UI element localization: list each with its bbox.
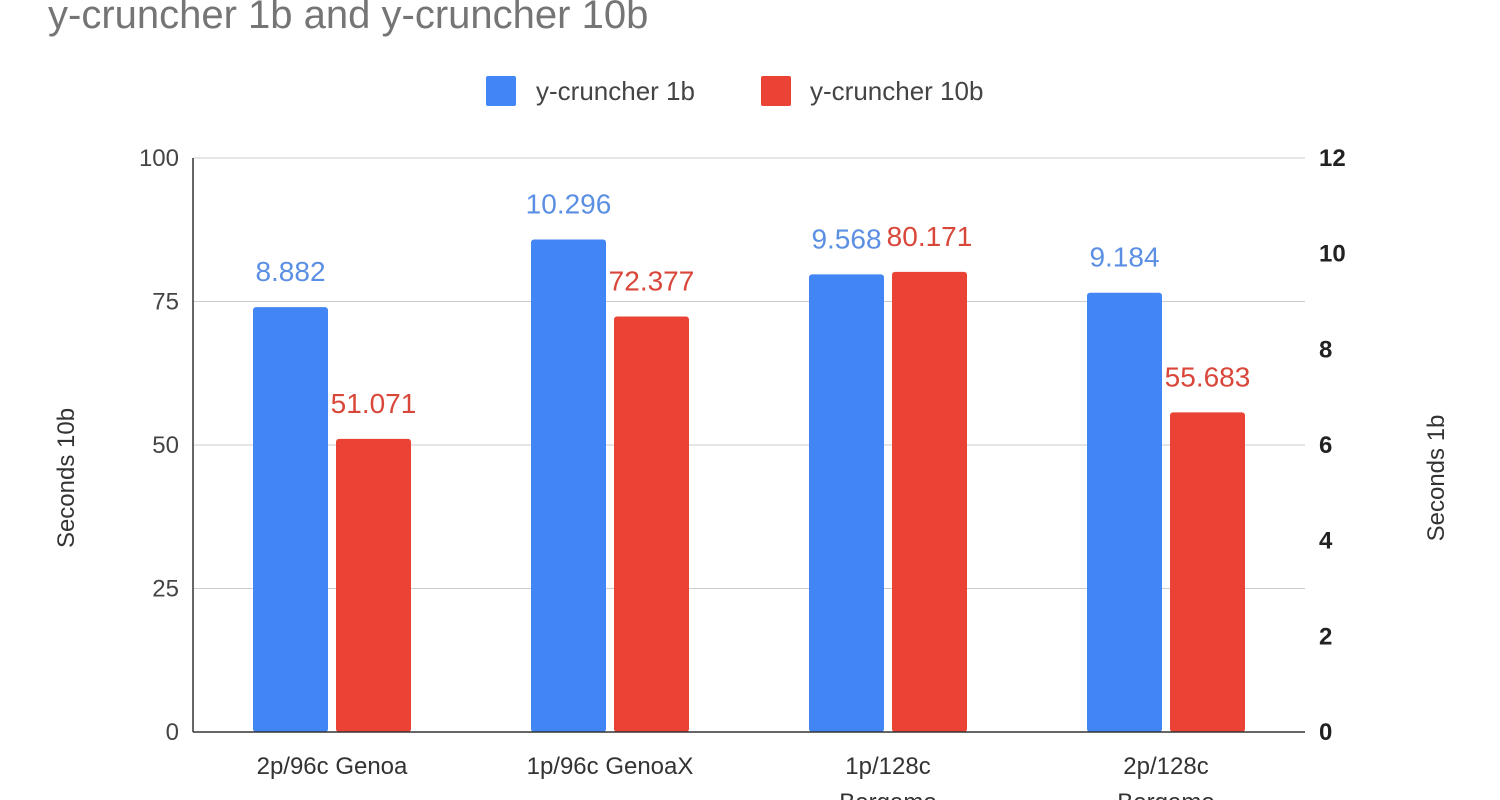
category-label: 1p/128c Bergamo bbox=[839, 753, 936, 800]
bar-10b bbox=[336, 438, 411, 732]
category-label-line: 2p/128c bbox=[1123, 753, 1208, 780]
category-label: 2p/128c Bergamo bbox=[1117, 753, 1214, 800]
legend-label-10b: y-cruncher 10b bbox=[810, 76, 983, 106]
data-labels: 8.882 51.071 10.296 72.377 9.568 80.171 9.184 5… bbox=[253, 187, 1252, 421]
legend-label-1b: y-cruncher 1b bbox=[536, 76, 695, 106]
right-tick-label: 4 bbox=[1319, 528, 1333, 555]
bar-1b bbox=[531, 239, 606, 732]
left-axis-ticks: 0 25 50 75 100 bbox=[139, 145, 179, 746]
right-tick-label: 8 bbox=[1319, 336, 1332, 363]
data-label-10b: 51.071 bbox=[331, 388, 417, 419]
bar-1b bbox=[809, 274, 884, 732]
category-label-line: 1p/128c bbox=[845, 753, 930, 780]
category-label: 1p/96c GenoaX bbox=[527, 753, 694, 780]
left-tick-label: 0 bbox=[166, 719, 179, 746]
right-tick-label: 10 bbox=[1319, 241, 1346, 268]
right-tick-label: 0 bbox=[1319, 719, 1332, 746]
data-label-10b: 80.171 bbox=[887, 221, 973, 252]
bar-10b bbox=[892, 271, 967, 732]
right-tick-label: 6 bbox=[1319, 432, 1332, 459]
left-axis-title: Seconds 10b bbox=[53, 408, 80, 548]
axes bbox=[192, 158, 1305, 733]
chart-title: y-cruncher 1b and y-cruncher 10b bbox=[48, 0, 648, 37]
legend-swatch-10b bbox=[761, 76, 791, 106]
bar-1b bbox=[253, 307, 328, 732]
right-tick-label: 12 bbox=[1319, 145, 1346, 172]
left-tick-label: 25 bbox=[152, 576, 179, 603]
left-tick-label: 100 bbox=[139, 145, 179, 172]
data-label-1b: 10.296 bbox=[526, 189, 612, 220]
data-label-1b: 8.882 bbox=[255, 256, 325, 287]
data-label-10b: 72.377 bbox=[609, 266, 695, 297]
left-tick-label: 75 bbox=[152, 289, 179, 316]
data-label-10b: 55.683 bbox=[1165, 361, 1251, 392]
bar-1b bbox=[1087, 292, 1162, 732]
data-label-1b: 9.568 bbox=[811, 223, 881, 254]
legend: y-cruncher 1b y-cruncher 10b bbox=[486, 76, 983, 106]
category-label-line: Bergamo bbox=[839, 789, 936, 800]
category-label: 2p/96c Genoa bbox=[257, 753, 408, 780]
legend-swatch-1b bbox=[486, 76, 516, 106]
category-label-line: Bergamo bbox=[1117, 789, 1214, 800]
left-tick-label: 50 bbox=[152, 432, 179, 459]
right-tick-label: 2 bbox=[1319, 623, 1332, 650]
bars bbox=[253, 239, 1245, 732]
right-axis-ticks: 0 2 4 6 8 10 12 bbox=[1319, 145, 1346, 746]
data-label-1b: 9.184 bbox=[1089, 242, 1159, 273]
bar-10b bbox=[614, 316, 689, 732]
right-axis-title: Seconds 1b bbox=[1423, 415, 1450, 542]
bar-10b bbox=[1170, 412, 1245, 732]
